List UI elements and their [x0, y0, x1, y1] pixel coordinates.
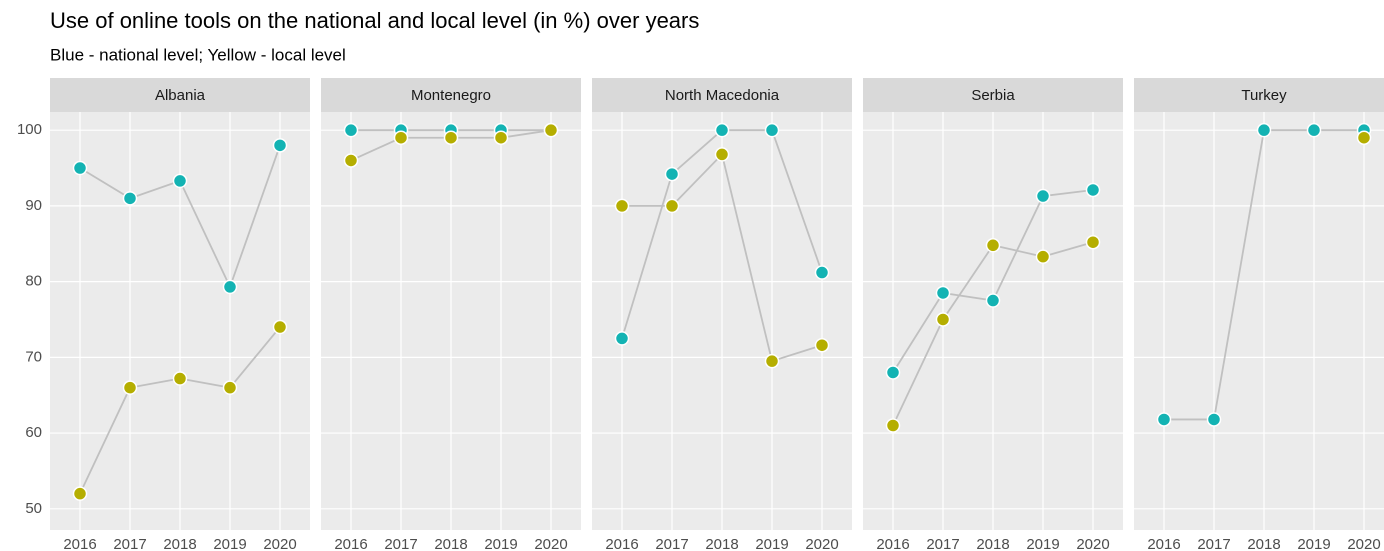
x-tick-label: 2016: [334, 536, 367, 551]
data-point: [885, 365, 901, 380]
data-point: [272, 138, 288, 153]
data-point: [272, 319, 288, 335]
data-point: [985, 238, 1001, 253]
data-point: [493, 130, 509, 145]
data-point: [764, 353, 780, 369]
data-point: [1035, 249, 1051, 264]
data-point: [172, 371, 188, 386]
data-point: [764, 122, 780, 138]
data-point: [814, 265, 830, 280]
x-tick-label: 2020: [263, 536, 296, 551]
data-point: [935, 312, 951, 327]
chart-title: Use of online tools on the national and …: [50, 8, 699, 33]
data-point: [343, 153, 359, 168]
x-tick-label: 2019: [1297, 536, 1330, 551]
x-tick-label: 2016: [1147, 536, 1180, 551]
x-tick-label: 2017: [926, 536, 959, 551]
data-point: [222, 279, 238, 295]
data-point: [1156, 412, 1172, 427]
strip-background: [50, 78, 310, 112]
data-point: [543, 122, 559, 138]
data-point: [1206, 412, 1222, 427]
data-point: [1256, 122, 1272, 138]
x-tick-label: 2019: [484, 536, 517, 551]
x-tick-label: 2018: [1247, 536, 1280, 551]
x-tick-label: 2017: [384, 536, 417, 551]
strip-label: Turkey: [1241, 87, 1287, 104]
strip-label: Albania: [155, 87, 206, 104]
data-point: [664, 198, 680, 214]
data-point: [814, 337, 830, 353]
data-point: [935, 285, 951, 301]
data-point: [343, 122, 359, 138]
data-point: [443, 130, 459, 145]
y-tick-label: 50: [25, 500, 42, 517]
strip-label: Serbia: [971, 87, 1015, 104]
x-tick-label: 2018: [163, 536, 196, 551]
strip-background: [592, 78, 852, 112]
x-tick-label: 2016: [63, 536, 96, 551]
strip-background: [1134, 78, 1384, 112]
data-point: [714, 122, 730, 138]
data-point: [985, 293, 1001, 308]
y-tick-label: 100: [17, 121, 42, 138]
strip-label: Montenegro: [411, 87, 491, 104]
x-tick-label: 2018: [434, 536, 467, 551]
x-tick-label: 2017: [1197, 536, 1230, 551]
data-point: [614, 331, 630, 346]
x-tick-label: 2020: [1076, 536, 1109, 551]
x-tick-label: 2019: [1026, 536, 1059, 551]
strip-label: North Macedonia: [665, 87, 780, 104]
x-tick-label: 2019: [213, 536, 246, 551]
data-point: [1306, 122, 1322, 138]
x-tick-label: 2016: [876, 536, 909, 551]
data-point: [222, 380, 238, 395]
data-point: [1085, 182, 1101, 198]
data-point: [664, 166, 680, 182]
strip-background: [863, 78, 1123, 112]
data-point: [122, 191, 138, 206]
chart-subtitle: Blue - national level; Yellow - local le…: [50, 45, 346, 64]
y-tick-label: 90: [25, 197, 42, 214]
data-point: [393, 130, 409, 145]
x-tick-label: 2020: [1347, 536, 1380, 551]
x-tick-label: 2020: [805, 536, 838, 551]
data-point: [714, 147, 730, 162]
x-tick-label: 2017: [655, 536, 688, 551]
x-tick-label: 2019: [755, 536, 788, 551]
data-point: [72, 486, 88, 501]
data-point: [1356, 130, 1372, 145]
x-tick-label: 2018: [705, 536, 738, 551]
data-point: [72, 160, 88, 176]
x-tick-label: 2020: [534, 536, 567, 551]
y-tick-label: 60: [25, 424, 42, 441]
x-tick-label: 2016: [605, 536, 638, 551]
data-point: [1035, 188, 1051, 204]
data-point: [885, 418, 901, 433]
y-tick-label: 70: [25, 348, 42, 365]
data-point: [172, 173, 188, 189]
data-point: [614, 198, 630, 214]
panel-background: [1134, 112, 1384, 530]
x-tick-label: 2018: [976, 536, 1009, 551]
y-tick-label: 80: [25, 273, 42, 290]
data-point: [1085, 234, 1101, 250]
data-point: [122, 380, 138, 395]
strip-background: [321, 78, 581, 112]
x-tick-label: 2017: [113, 536, 146, 551]
